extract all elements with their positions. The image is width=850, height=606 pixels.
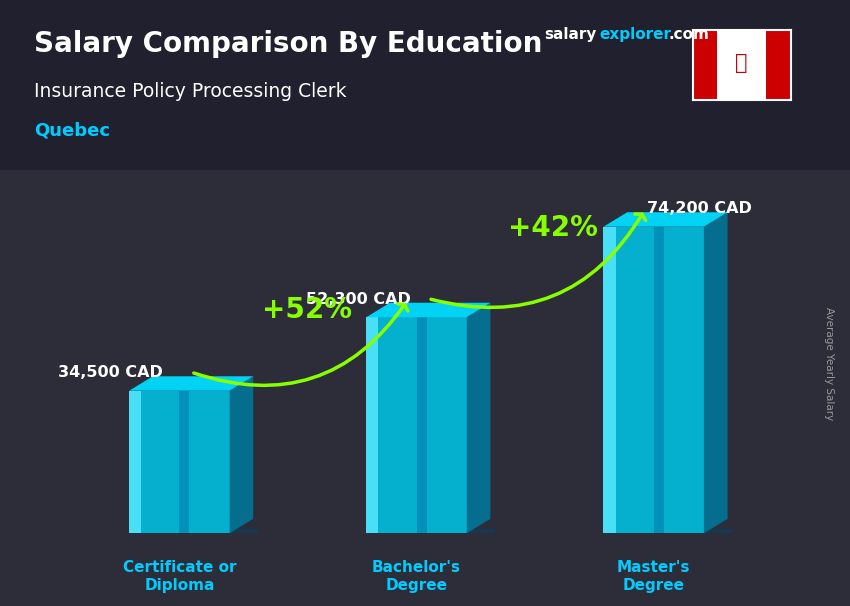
Bar <box>693 30 717 100</box>
Text: 34,500 CAD: 34,500 CAD <box>58 365 162 381</box>
Text: 74,200 CAD: 74,200 CAD <box>647 201 751 216</box>
Text: 🍁: 🍁 <box>735 53 748 73</box>
Polygon shape <box>654 227 664 533</box>
Text: explorer: explorer <box>599 27 672 42</box>
Text: Bachelor's
Degree: Bachelor's Degree <box>372 560 461 593</box>
Text: .com: .com <box>668 27 709 42</box>
Polygon shape <box>604 227 615 533</box>
Polygon shape <box>416 317 427 533</box>
Text: 52,300 CAD: 52,300 CAD <box>306 292 411 307</box>
Bar <box>604 227 704 533</box>
Text: Quebec: Quebec <box>34 121 110 139</box>
Text: Certificate or
Diploma: Certificate or Diploma <box>122 560 236 593</box>
Polygon shape <box>230 376 253 533</box>
Text: +42%: +42% <box>508 215 598 242</box>
Text: Salary Comparison By Education: Salary Comparison By Education <box>34 30 542 58</box>
Bar <box>766 30 790 100</box>
Text: +52%: +52% <box>262 296 352 324</box>
Polygon shape <box>366 317 378 533</box>
Polygon shape <box>704 212 728 533</box>
Text: Average Yearly Salary: Average Yearly Salary <box>824 307 834 420</box>
Text: Master's
Degree: Master's Degree <box>617 560 690 593</box>
Polygon shape <box>378 529 496 533</box>
Bar <box>717 30 766 100</box>
Bar <box>129 391 230 533</box>
Polygon shape <box>604 212 728 227</box>
Polygon shape <box>615 529 733 533</box>
Bar <box>366 317 467 533</box>
Text: salary: salary <box>544 27 597 42</box>
Polygon shape <box>129 391 141 533</box>
Polygon shape <box>129 376 253 391</box>
Polygon shape <box>141 529 258 533</box>
Polygon shape <box>366 303 490 317</box>
Text: Insurance Policy Processing Clerk: Insurance Policy Processing Clerk <box>34 82 347 101</box>
Polygon shape <box>179 391 190 533</box>
Polygon shape <box>467 303 490 533</box>
